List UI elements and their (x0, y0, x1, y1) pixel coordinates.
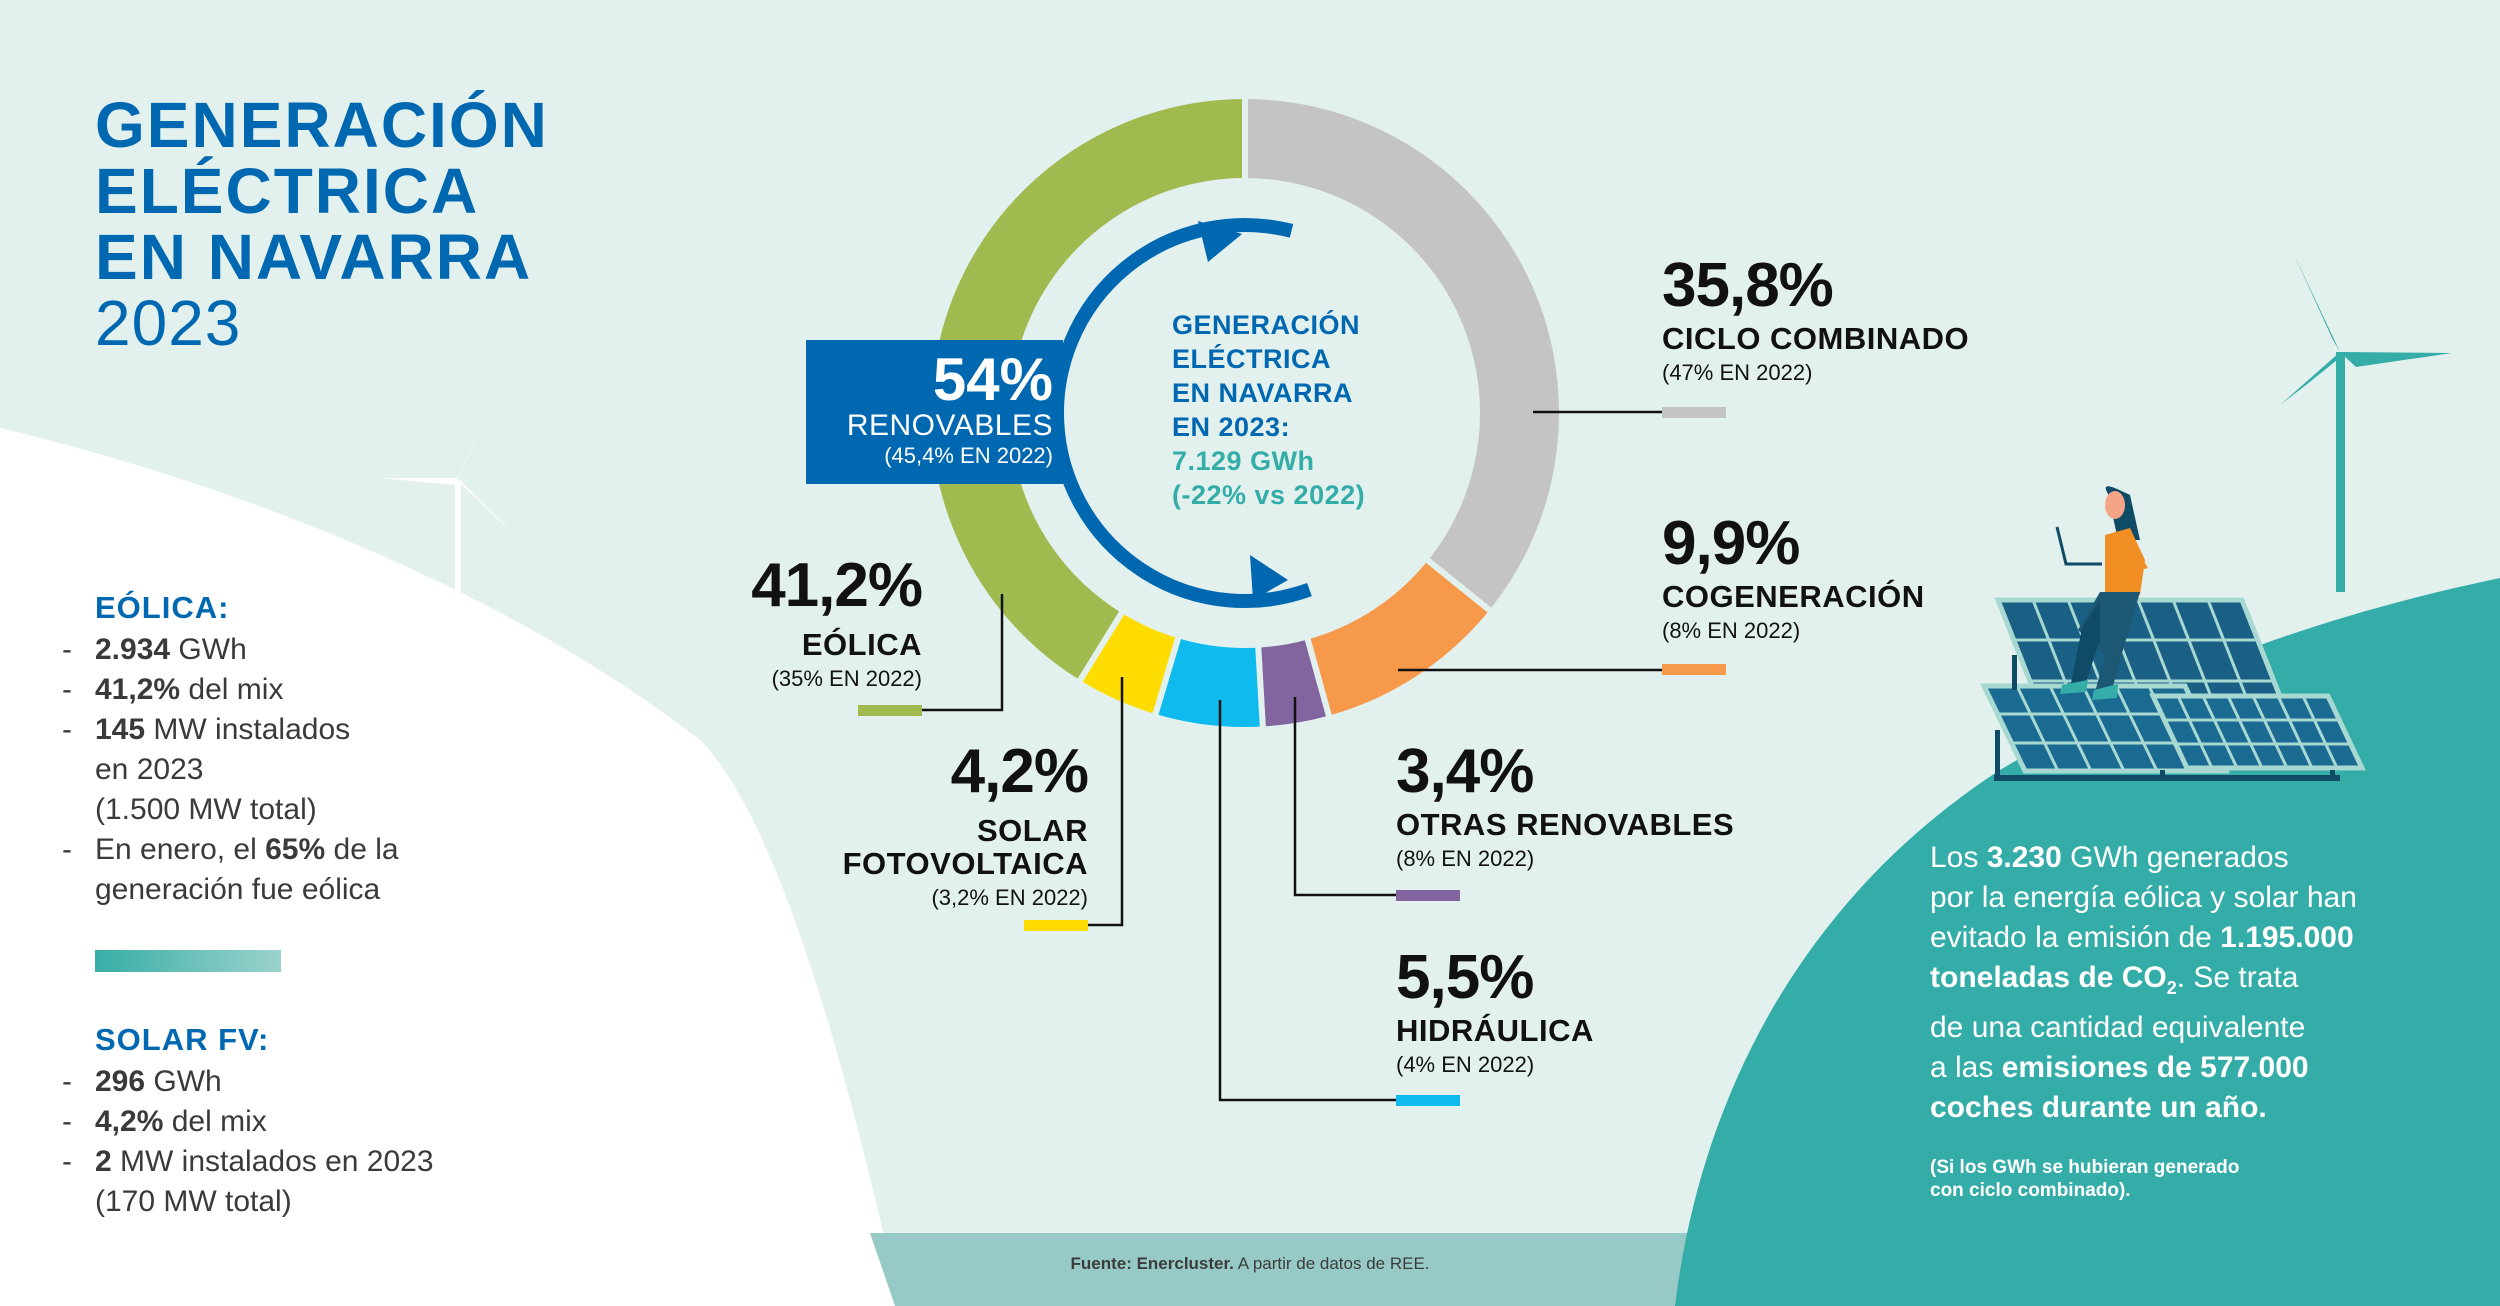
person-with-laptop-illustration (2055, 486, 2148, 700)
co2-footnote: (Si los GWh se hubieran generado con cic… (1930, 1157, 2240, 1201)
co2-savings-text: Los 3.230 GWh generados por la energía e… (1930, 838, 2450, 1202)
center-line-2: ELÉCTRICA (1172, 344, 1331, 374)
renewables-pct: 54% (932, 346, 1053, 413)
label-pct: 35,8% (1662, 251, 1834, 320)
label-pct: 41,2% (751, 551, 923, 620)
list-item: en 2023 (95, 753, 204, 786)
list-item: -4,2% del mix (62, 1105, 267, 1138)
label-pct: 5,5% (1396, 943, 1534, 1012)
wind-turbine-teal-icon (2280, 250, 2452, 592)
label-solar-fotovoltaica: 4,2% SOLAR FOTOVOLTAICA (3,2% EN 2022) (788, 737, 1089, 912)
label-name: HIDRÁULICA (1396, 1013, 1594, 1048)
leader-lines (922, 410, 1662, 1102)
label-name-1: SOLAR (977, 813, 1088, 848)
label-hidraulica: 5,5% HIDRÁULICA (4% EN 2022) (1396, 946, 1594, 1079)
solar-heading: SOLAR FV: (95, 1022, 270, 1057)
eolica-swatch (858, 705, 922, 716)
label-name: OTRAS RENOVABLES (1396, 807, 1735, 842)
label-prev: (8% EN 2022) (1662, 618, 1801, 643)
title-line-1: GENERACIÓN (95, 89, 549, 161)
list-item: -2 MW instalados en 2023 (62, 1145, 434, 1178)
renewables-prev: (45,4% EN 2022) (884, 443, 1053, 468)
solar-panels-illustration (1980, 486, 2366, 781)
eolica-heading: EÓLICA: (95, 590, 230, 625)
center-total: 7.129 GWh (1172, 446, 1315, 476)
label-prev: (47% EN 2022) (1662, 360, 1813, 385)
label-prev: (3,2% EN 2022) (931, 885, 1088, 910)
renewables-label: RENOVABLES (846, 409, 1053, 442)
center-line-1: GENERACIÓN (1172, 310, 1361, 340)
title-line-3: EN NAVARRA (95, 221, 533, 293)
label-pct: 3,4% (1396, 737, 1534, 806)
label-prev: (35% EN 2022) (771, 666, 922, 691)
label-pct: 4,2% (950, 737, 1089, 806)
list-item: (170 MW total) (95, 1185, 292, 1218)
solar-facts: SOLAR FV: -296 GWh -4,2% del mix -2 MW i… (62, 1020, 434, 1222)
white-hill (0, 428, 900, 1306)
label-name: COGENERACIÓN (1662, 579, 1925, 614)
page-title: GENERACIÓN ELÉCTRICA EN NAVARRA 2023 (95, 92, 549, 356)
label-ciclo-combinado: 35,8% CICLO COMBINADO (47% EN 2022) (1662, 254, 1969, 387)
list-item: -41,2% del mix (62, 673, 284, 706)
label-name: EÓLICA (801, 627, 922, 662)
donut-segments (925, 92, 1565, 733)
renewables-box: 54% RENOVABLES (45,4% EN 2022) (806, 340, 1063, 484)
gradient-divider (95, 950, 281, 972)
hidraulica-swatch (1396, 1095, 1460, 1106)
wind-turbine-white-icon (380, 405, 518, 650)
label-name-2: FOTOVOLTAICA (842, 846, 1088, 881)
ciclo-swatch (1662, 407, 1726, 418)
label-eolica: 41,2% EÓLICA (35% EN 2022) (622, 551, 923, 693)
eolica-facts: EÓLICA: -2.934 GWh -41,2% del mix -145 M… (62, 588, 399, 910)
list-item: - En enero, el 65% de la (62, 833, 399, 866)
list-item: -145 MW instalados (62, 713, 351, 746)
center-change: (-22% vs 2022) (1172, 480, 1366, 510)
donut-center-text: GENERACIÓN ELÉCTRICA EN NAVARRA EN 2023:… (1172, 308, 1365, 512)
cogen-swatch (1662, 664, 1726, 675)
list-item: -296 GWh (62, 1065, 222, 1098)
title-year: 2023 (95, 287, 242, 359)
source-footer: Fuente: Enercluster. A partir de datos d… (1070, 1254, 1430, 1273)
list-item: -2.934 GWh (62, 633, 247, 666)
solar-swatch (1024, 920, 1088, 931)
list-item: generación fue eólica (95, 873, 381, 906)
label-prev: (8% EN 2022) (1396, 846, 1535, 871)
donut-segment-ciclo-combinado (1242, 92, 1565, 617)
footer-band (870, 1233, 1690, 1306)
otras-swatch (1396, 890, 1460, 901)
label-name: CICLO COMBINADO (1662, 321, 1970, 356)
label-otras-renovables: 3,4% OTRAS RENOVABLES (8% EN 2022) (1396, 740, 1734, 873)
center-line-3: EN NAVARRA (1172, 378, 1354, 408)
center-line-4: EN 2023: (1172, 412, 1291, 442)
list-item: (1.500 MW total) (95, 793, 317, 826)
label-cogeneracion: 9,9% COGENERACIÓN (8% EN 2022) (1662, 512, 1925, 645)
label-pct: 9,9% (1662, 509, 1800, 578)
title-line-2: ELÉCTRICA (95, 155, 480, 227)
label-prev: (4% EN 2022) (1396, 1052, 1535, 1077)
